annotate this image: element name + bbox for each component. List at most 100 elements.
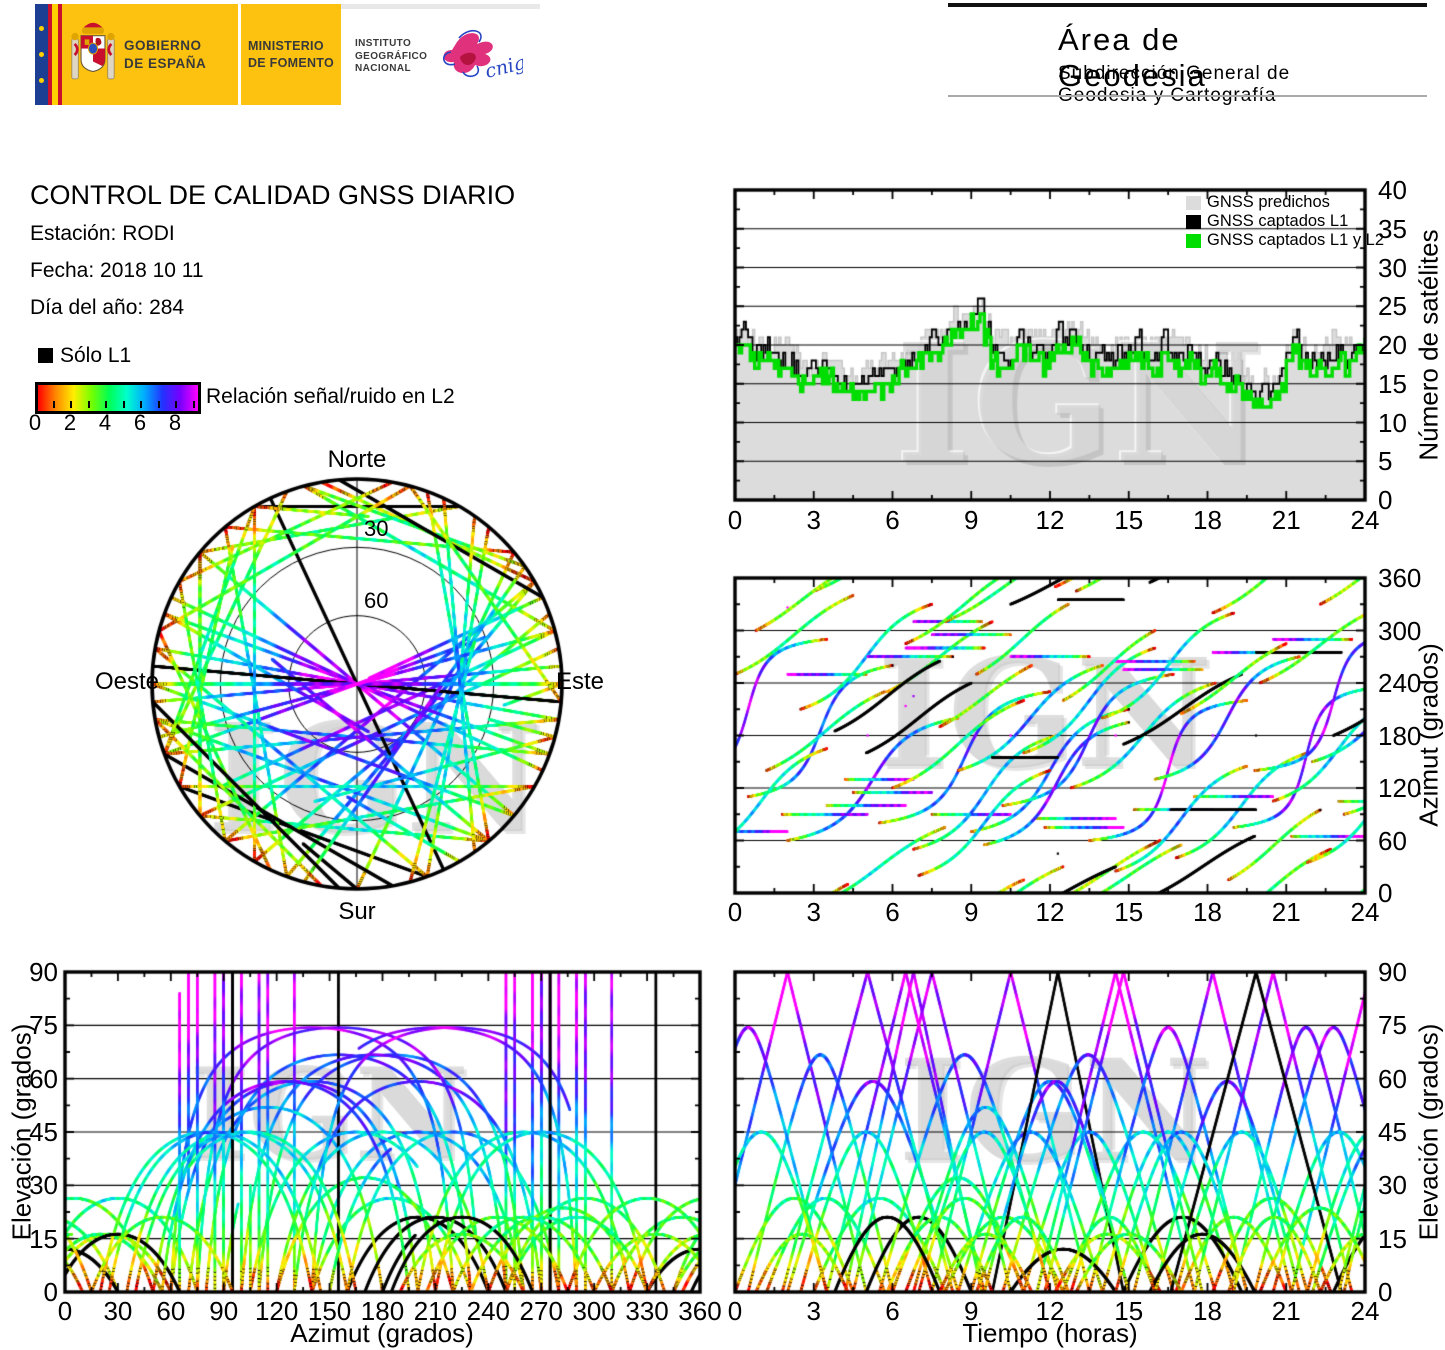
skyplot-canvas: [137, 462, 579, 908]
l1-only-legend: Sólo L1: [38, 344, 131, 368]
elev-time-x-tick: 0: [727, 1296, 743, 1326]
star-icon: [39, 26, 44, 31]
elev-time-y-tick: 75: [1378, 1010, 1407, 1041]
elev-time-x-tick: 6: [885, 1296, 900, 1326]
elev-time-y-tick: 45: [1378, 1117, 1407, 1147]
sat-count-y-tick: 5: [1378, 446, 1393, 477]
elev-time-y-tick: 0: [1378, 1277, 1393, 1307]
legend-label-captados-l1: GNSS captados L1: [1207, 212, 1349, 230]
elev-azimuth-y-tick: 60: [29, 1063, 58, 1094]
sat-count-x-tick: 15: [1114, 505, 1144, 535]
government-banner: GOBIERNO DE ESPAÑA MINISTERIO DE FOMENTO I…: [35, 4, 540, 105]
elev-azimuth-y-tick: 90: [29, 957, 58, 987]
sat-count-x-tick: 9: [964, 505, 979, 535]
elev-azimuth-y-tick: 0: [43, 1277, 58, 1307]
skyplot-ring-30-label: 30: [364, 516, 389, 541]
snr-colorbar-label: Relación señal/ruido en L2: [206, 385, 455, 408]
sat-count-y-tick: 25: [1378, 291, 1407, 322]
elev-time-y-tick: 15: [1378, 1223, 1407, 1254]
elev-azimuth-x-tick: 150: [307, 1296, 352, 1326]
elev-azimuth-x-tick: 240: [466, 1296, 511, 1326]
ministerio-block: MINISTERIO DE FOMENTO: [241, 4, 341, 105]
snr-colorbar-tick-icon: [157, 401, 160, 408]
azimuth-time-x-tick: 3: [806, 897, 821, 927]
elev-azimuth-x-tick: 60: [156, 1296, 186, 1326]
sat-count-y-tick: 30: [1378, 252, 1407, 283]
elev-azimuth-x-tick: 270: [519, 1296, 563, 1326]
snr-tick-6: 6: [133, 410, 147, 435]
sat-count-x-tick: 18: [1193, 505, 1222, 535]
snr-tick-0: 0: [28, 410, 42, 435]
sat-count-x-tick: 12: [1035, 505, 1065, 535]
legend-label-captados-l1l2: GNSS captados L1 y L2: [1207, 231, 1385, 249]
azimuth-time-x-tick: 6: [885, 897, 900, 927]
elev-azimuth-x-tick: 30: [103, 1296, 133, 1326]
legend-item-captados-l1l2: GNSS captados L1 y L2: [1186, 231, 1384, 250]
snr-colorbar-tick-icon: [192, 401, 195, 408]
elev-azimuth-x-tick: 330: [625, 1296, 669, 1326]
elev-time-x-tick: 9: [964, 1296, 979, 1326]
star-icon: [39, 52, 44, 57]
snr-tick-2: 2: [63, 410, 77, 435]
snr-tick-4: 4: [98, 410, 112, 435]
snr-colorbar-tick-icon: [122, 401, 125, 408]
legend-label-predichos: GNSS predichos: [1207, 193, 1330, 211]
xlabel-elev-azimuth: Azimut (grados): [290, 1318, 474, 1348]
snr-colorbar-tick-icon: [87, 401, 90, 408]
legend-swatch-captados-l1l2-icon: [1186, 233, 1201, 248]
sat-count-x-tick: 3: [806, 505, 821, 535]
l1-only-swatch-icon: [38, 348, 53, 363]
elev-azimuth-x-tick: 360: [678, 1296, 722, 1326]
sat-count-x-tick: 6: [885, 505, 900, 535]
azimuth-time-y-tick: 0: [1378, 878, 1393, 908]
ylabel-sat-count: Número de satélites: [1413, 229, 1444, 461]
header-bottom-rule: [948, 95, 1427, 97]
elev-azimuth-x-tick: 180: [360, 1296, 405, 1326]
azimuth-time-x-tick: 12: [1035, 897, 1065, 927]
elev-time-x-tick: 21: [1271, 1296, 1301, 1326]
ministerio-label: MINISTERIO DE FOMENTO: [247, 39, 335, 70]
sat-count-chart-canvas: [729, 184, 1371, 506]
elev-azimuth-y-tick: 30: [29, 1170, 58, 1201]
elev-azimuth-x-tick: 0: [57, 1296, 73, 1326]
elev-azimuth-x-tick: 90: [209, 1296, 239, 1326]
legend-item-captados-l1: GNSS captados L1: [1186, 212, 1384, 231]
xlabel-elev-time: Tiempo (horas): [962, 1318, 1138, 1348]
l1-only-label: Sólo L1: [60, 344, 132, 367]
elev-time-y-tick: 90: [1378, 957, 1407, 987]
azimuth-time-y-tick: 60: [1378, 825, 1407, 856]
elevation-azimuth-chart-canvas: [59, 966, 706, 1298]
azimuth-time-x-tick: 15: [1114, 897, 1144, 927]
station-line: Estación: RODI: [30, 222, 175, 245]
elev-time-y-tick: 30: [1378, 1170, 1407, 1201]
elev-time-x-tick: 18: [1193, 1296, 1222, 1326]
snr-colorbar-tick-icon: [52, 401, 55, 408]
elev-time-x-tick: 24: [1350, 1296, 1380, 1326]
snr-colorbar-tick-icon: [105, 401, 107, 408]
sat-count-y-tick: 20: [1378, 330, 1407, 360]
azimuth-time-chart-canvas: [729, 572, 1371, 899]
skyplot-west-label: Oeste: [94, 668, 160, 695]
snr-colorbar-tick-icon: [175, 401, 177, 408]
legend-swatch-captados-l1-icon: [1186, 214, 1201, 229]
skyplot-ring-60-label: 60: [364, 588, 389, 613]
elev-azimuth-y-tick: 45: [29, 1117, 58, 1147]
snr-colorbar-tick-icon: [140, 401, 142, 408]
azimuth-time-y-tick: 120: [1378, 773, 1422, 803]
snr-colorbar-tick-icon: [35, 401, 37, 408]
sat-count-legend: GNSS predichos GNSS captados L1 GNSS cap…: [1186, 193, 1384, 250]
sat-count-x-tick: 24: [1350, 505, 1380, 535]
sat-count-y-tick: 15: [1378, 368, 1407, 399]
elev-azimuth-x-tick: 120: [254, 1296, 299, 1326]
sat-count-y-tick: 40: [1378, 175, 1407, 205]
elevation-time-chart-canvas: [729, 966, 1371, 1298]
sat-count-x-tick: 21: [1271, 505, 1301, 535]
azimuth-time-y-tick: 360: [1378, 563, 1422, 593]
legend-swatch-predichos-icon: [1186, 195, 1201, 210]
elev-time-x-tick: 15: [1114, 1296, 1144, 1326]
header-top-rule: [948, 3, 1427, 7]
elev-time-y-tick: 60: [1378, 1063, 1407, 1094]
ign-block: INSTITUTO GEOGRÁFICO NACIONAL cnig: [341, 4, 540, 105]
snr-colorbar: [35, 382, 201, 414]
